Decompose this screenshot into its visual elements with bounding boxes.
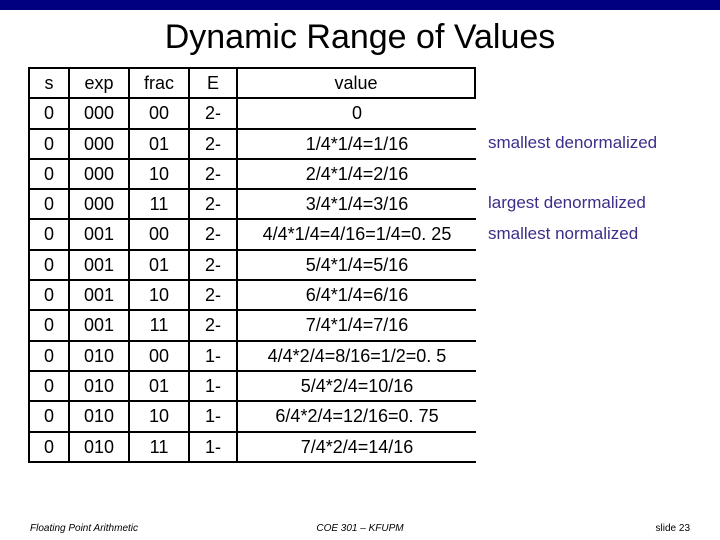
cell-s: 0	[28, 97, 68, 127]
cell-exp: 010	[68, 340, 128, 370]
cell-exp: 001	[68, 309, 128, 339]
cell-s: 0	[28, 188, 68, 218]
table-row: 0 010 01 1- 5/4*2/4=10/16	[28, 370, 708, 400]
cell-exp: 010	[68, 431, 128, 463]
cell-frac: 11	[128, 431, 188, 463]
table-header-row: s exp frac E value	[28, 67, 708, 97]
cell-s: 0	[28, 370, 68, 400]
header-s: s	[28, 67, 68, 97]
cell-value: 5/4*1/4=5/16	[236, 249, 476, 279]
cell-value: 5/4*2/4=10/16	[236, 370, 476, 400]
cell-s: 0	[28, 218, 68, 248]
table-row: 0 000 10 2- 2/4*1/4=2/16	[28, 158, 708, 188]
cell-frac: 10	[128, 400, 188, 430]
table-row: 0 000 00 2- 0	[28, 97, 708, 127]
header-exp: exp	[68, 67, 128, 97]
cell-frac: 00	[128, 340, 188, 370]
cell-s: 0	[28, 249, 68, 279]
cell-frac: 11	[128, 188, 188, 218]
cell-e: 2-	[188, 188, 236, 218]
cell-value: 4/4*2/4=8/16=1/2=0. 5	[236, 340, 476, 370]
slide-footer: Floating Point Arithmetic COE 301 – KFUP…	[0, 523, 720, 534]
header-frac: frac	[128, 67, 188, 97]
row-note: smallest denormalized	[476, 133, 657, 153]
cell-value: 6/4*2/4=12/16=0. 75	[236, 400, 476, 430]
cell-e: 2-	[188, 128, 236, 158]
cell-e: 2-	[188, 158, 236, 188]
table-row: 0 001 00 2- 4/4*1/4=4/16=1/4=0. 25 small…	[28, 218, 708, 248]
slide-title: Dynamic Range of Values	[0, 10, 720, 63]
table-row: 0 010 11 1- 7/4*2/4=14/16	[28, 431, 708, 463]
cell-e: 2-	[188, 279, 236, 309]
cell-s: 0	[28, 128, 68, 158]
cell-e: 1-	[188, 370, 236, 400]
cell-e: 2-	[188, 218, 236, 248]
cell-exp: 000	[68, 188, 128, 218]
cell-exp: 001	[68, 218, 128, 248]
header-e: E	[188, 67, 236, 97]
table-row: 0 001 01 2- 5/4*1/4=5/16	[28, 249, 708, 279]
cell-e: 1-	[188, 431, 236, 463]
row-note: largest denormalized	[476, 193, 646, 213]
cell-exp: 000	[68, 158, 128, 188]
cell-value: 6/4*1/4=6/16	[236, 279, 476, 309]
cell-s: 0	[28, 400, 68, 430]
cell-exp: 001	[68, 249, 128, 279]
cell-exp: 010	[68, 370, 128, 400]
cell-value: 0	[236, 97, 476, 127]
header-value: value	[236, 67, 476, 97]
content-area: s exp frac E value 0 000 00 2- 0 0 000 0…	[0, 63, 720, 463]
cell-s: 0	[28, 340, 68, 370]
cell-value: 2/4*1/4=2/16	[236, 158, 476, 188]
cell-frac: 10	[128, 158, 188, 188]
cell-e: 1-	[188, 340, 236, 370]
cell-s: 0	[28, 158, 68, 188]
cell-value: 7/4*1/4=7/16	[236, 309, 476, 339]
cell-frac: 11	[128, 309, 188, 339]
cell-exp: 000	[68, 97, 128, 127]
slide: Dynamic Range of Values s exp frac E val…	[0, 0, 720, 540]
footer-right: slide 23	[360, 523, 690, 534]
cell-value: 3/4*1/4=3/16	[236, 188, 476, 218]
cell-frac: 00	[128, 97, 188, 127]
cell-e: 1-	[188, 400, 236, 430]
cell-e: 2-	[188, 249, 236, 279]
cell-e: 2-	[188, 309, 236, 339]
cell-exp: 000	[68, 128, 128, 158]
cell-frac: 01	[128, 370, 188, 400]
row-note: smallest normalized	[476, 224, 638, 244]
table-row: 0 001 11 2- 7/4*1/4=7/16	[28, 309, 708, 339]
cell-s: 0	[28, 279, 68, 309]
table-row: 0 010 10 1- 6/4*2/4=12/16=0. 75	[28, 400, 708, 430]
cell-value: 1/4*1/4=1/16	[236, 128, 476, 158]
cell-value: 4/4*1/4=4/16=1/4=0. 25	[236, 218, 476, 248]
table-row: 0 000 01 2- 1/4*1/4=1/16 smallest denorm…	[28, 128, 708, 158]
cell-frac: 01	[128, 249, 188, 279]
cell-frac: 10	[128, 279, 188, 309]
cell-s: 0	[28, 309, 68, 339]
cell-exp: 010	[68, 400, 128, 430]
table-row: 0 010 00 1- 4/4*2/4=8/16=1/2=0. 5	[28, 340, 708, 370]
cell-frac: 01	[128, 128, 188, 158]
cell-exp: 001	[68, 279, 128, 309]
cell-s: 0	[28, 431, 68, 463]
title-bar	[0, 0, 720, 10]
cell-frac: 00	[128, 218, 188, 248]
cell-e: 2-	[188, 97, 236, 127]
values-table: s exp frac E value 0 000 00 2- 0 0 000 0…	[28, 67, 708, 463]
cell-value: 7/4*2/4=14/16	[236, 431, 476, 463]
table-row: 0 001 10 2- 6/4*1/4=6/16	[28, 279, 708, 309]
table-row: 0 000 11 2- 3/4*1/4=3/16 largest denorma…	[28, 188, 708, 218]
